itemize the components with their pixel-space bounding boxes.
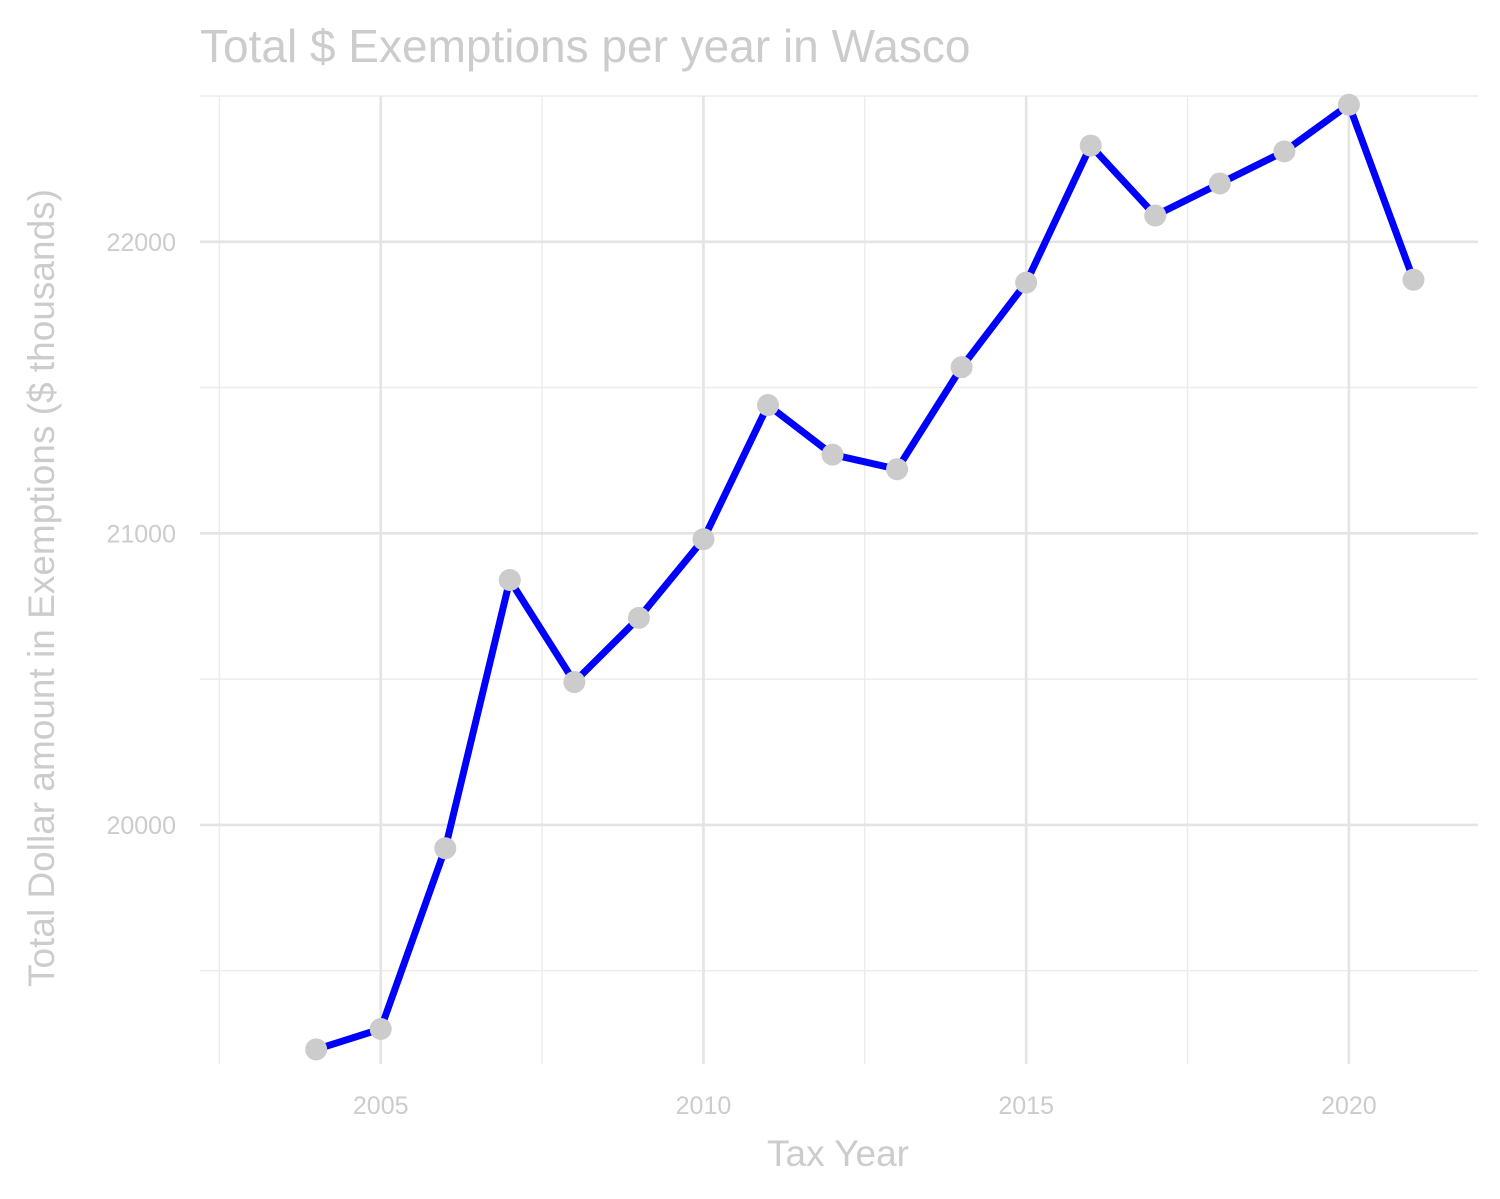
x-axis-title: Tax Year	[767, 1133, 909, 1174]
data-point	[821, 443, 844, 466]
y-tick-label: 22000	[106, 229, 176, 257]
data-point	[692, 528, 715, 551]
data-point	[1144, 204, 1167, 227]
chart-title: Total $ Exemptions per year in Wasco	[200, 20, 970, 72]
data-point	[1273, 140, 1296, 163]
y-tick-label: 21000	[106, 520, 176, 548]
data-point	[950, 356, 973, 379]
data-point	[305, 1038, 328, 1061]
data-point	[434, 837, 457, 860]
x-tick-label: 2015	[998, 1092, 1054, 1120]
x-tick-label: 2020	[1321, 1092, 1377, 1120]
series-line	[312, 101, 1417, 1053]
y-axis-title: Total Dollar amount in Exemptions ($ tho…	[21, 189, 62, 987]
x-tick-label: 2005	[353, 1092, 409, 1120]
data-point	[1079, 134, 1102, 157]
y-tick-label: 20000	[106, 812, 176, 840]
data-point	[563, 671, 586, 694]
data-point	[1337, 93, 1360, 116]
data-point	[1015, 271, 1038, 294]
gridlines	[200, 95, 1478, 1064]
data-point	[498, 569, 521, 591]
data-point	[886, 458, 909, 481]
x-tick-label: 2010	[676, 1092, 732, 1120]
data-point	[1402, 268, 1425, 291]
x-axis-ticks: 2005 2010 2015 2020	[353, 1092, 1377, 1120]
series-line-group	[312, 101, 1417, 1053]
data-point	[1208, 172, 1231, 195]
data-point	[757, 394, 779, 417]
data-point	[627, 606, 650, 629]
data-point	[369, 1018, 392, 1041]
data-points	[305, 93, 1425, 1061]
y-axis-ticks: 20000 21000 22000	[106, 229, 176, 840]
